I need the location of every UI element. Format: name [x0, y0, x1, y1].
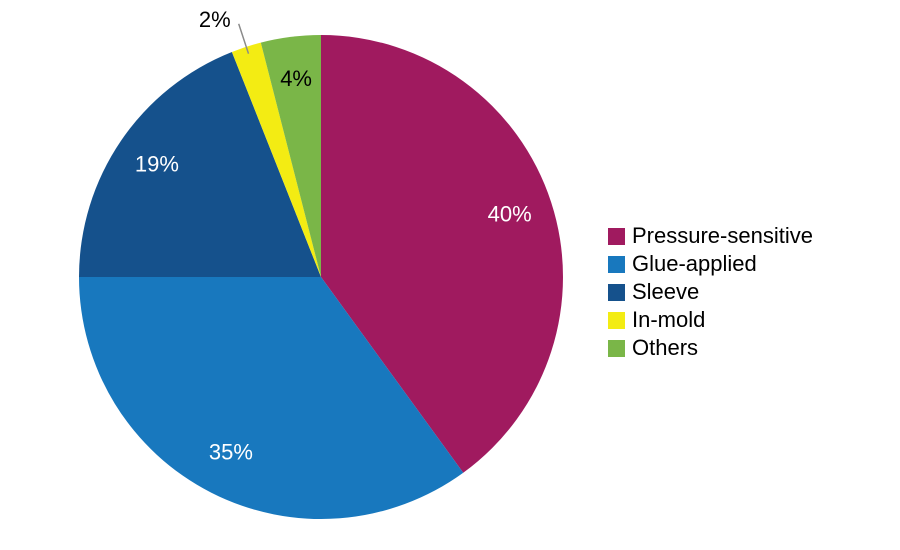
slice-label-glue-applied: 35% [209, 440, 253, 465]
legend-label-glue-applied: Glue-applied [632, 251, 757, 276]
pie-slice-others [260, 35, 321, 277]
leader-line-in-mold [237, 23, 250, 54]
legend-item-in-mold: In-mold [608, 306, 813, 334]
slice-label-others: 4% [280, 66, 312, 91]
slice-label-in-mold: 2% [199, 7, 231, 32]
legend-item-sleeve: Sleeve [608, 278, 813, 306]
legend-label-in-mold: In-mold [632, 307, 706, 332]
legend-swatch-others [608, 339, 625, 357]
chart-legend: Pressure-sensitive Glue-applied Sleeve In-m… [608, 222, 813, 362]
legend-swatch-glue-applied [608, 255, 625, 273]
slice-label-pressure-sensitive: 40% [488, 202, 532, 227]
pie-slice-sleeve [79, 51, 321, 277]
slice-label-sleeve: 19% [135, 151, 179, 176]
legend-swatch-in-mold [608, 311, 625, 329]
legend-label-others: Others [632, 335, 699, 360]
pie-slice-glue-applied [79, 277, 464, 519]
legend-item-glue-applied: Glue-applied [608, 250, 813, 278]
legend-swatch-pressure-sensitive [608, 227, 625, 245]
pie-slice-in-mold [231, 42, 321, 277]
pie-slice-pressure-sensitive [321, 35, 563, 473]
legend-item-pressure-sensitive: Pressure-sensitive [608, 222, 813, 250]
legend-label-sleeve: Sleeve [632, 279, 700, 304]
legend-label-pressure-sensitive: Pressure-sensitive [632, 223, 813, 248]
legend-swatch-sleeve [608, 283, 625, 301]
legend-item-others: Others [608, 334, 813, 362]
